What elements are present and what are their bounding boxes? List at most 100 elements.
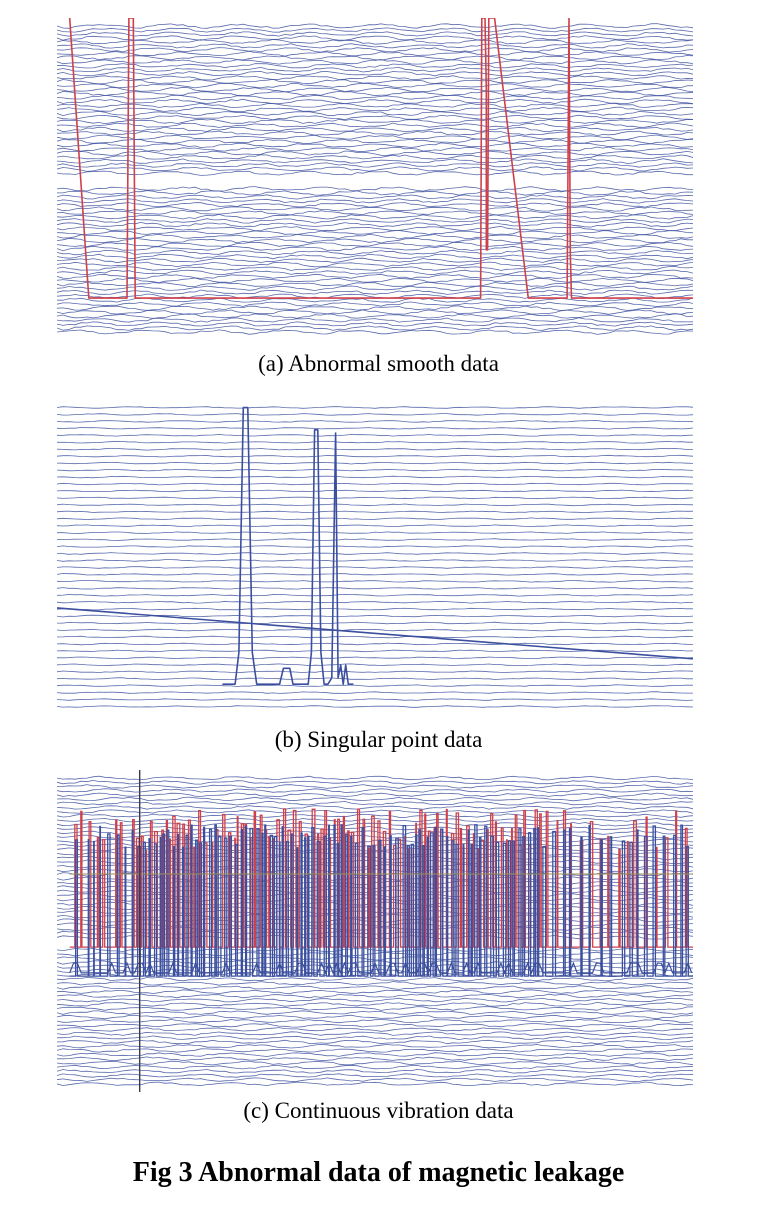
trace-line [57,86,693,93]
trace-line [57,1064,693,1070]
trace-line [57,186,693,192]
trace-line [57,75,693,81]
trace-line [57,190,693,196]
trace-line [57,1069,693,1074]
trace-line [57,285,693,292]
trace-line [57,635,693,639]
trace-line [57,146,693,153]
trace-line [57,1031,693,1036]
trace-line [57,580,693,583]
trace-line [57,433,693,437]
trace-line [57,210,693,216]
trace-line [57,39,693,45]
series-line-red [68,18,693,299]
trace-line [57,420,693,423]
trace-line [57,313,693,319]
trace-line [57,78,693,85]
trace-line [57,976,693,982]
trace-line [57,142,693,149]
trace-line [57,71,693,77]
chart-abnormal-smooth [57,18,693,335]
trace-line [57,1043,693,1049]
trace-line [57,468,693,472]
trace-line [57,1073,693,1078]
trace-line [57,162,693,168]
trace-line [57,305,693,311]
trace-line [57,102,693,108]
trace-line [57,130,693,137]
trace-line [57,55,693,61]
trace-line [57,1048,693,1053]
trace-line [57,114,693,121]
trace-line [57,677,693,681]
trace-line [57,1018,693,1024]
trace-line [57,997,693,1003]
blue-vibration-line [69,824,693,977]
trace-line [57,1081,693,1087]
trace-line [57,788,693,793]
trace-line [57,253,693,260]
trace-line [57,225,693,232]
trace-line [57,1014,693,1020]
trace-line [57,587,693,590]
trace-line [57,31,693,37]
chart-singular-point [57,406,693,708]
trace-line [57,813,693,819]
trace-line [57,63,693,69]
trace-line [57,122,693,128]
trace-line [57,35,693,41]
series-line-blue [57,607,693,660]
trace-line [57,545,693,548]
trace-line [57,447,693,451]
trace-line [57,510,693,514]
trace-line [57,440,693,444]
trace-line [57,134,693,141]
trace-line [57,475,693,479]
trace-line [57,1039,693,1045]
trace-line [57,538,693,541]
trace-line [57,269,693,276]
trace-line [57,552,693,555]
caption-b: (b) Singular point data [274,727,483,752]
trace-line [57,217,693,224]
figure-title: Fig 3 Abnormal data of magnetic leakage [132,1157,625,1188]
trace-line [57,614,693,618]
trace-line [57,221,693,228]
trace-line [57,257,693,264]
trace-line [57,150,693,156]
trace-line [57,642,693,646]
trace-line [57,237,693,244]
trace-line [57,684,693,687]
trace-line [57,329,693,335]
trace-line [57,628,693,632]
trace-line [57,321,693,327]
trace-line [57,489,693,493]
trace-line [57,809,693,814]
trace-line [57,792,693,798]
trace-line [57,413,693,416]
panel-continuous-vibration [57,770,693,1092]
trace-line [57,573,693,576]
trace-line [57,50,693,57]
trace-line [57,1060,693,1066]
trace-line [57,989,693,995]
trace-line [57,1056,693,1062]
trace-line [57,826,693,831]
trace-group [57,406,693,708]
trace-line [57,241,693,248]
trace-line [57,993,693,999]
trace-line [57,817,693,823]
trace-line [57,503,693,507]
trace-line [57,309,693,315]
trace-line [57,406,693,409]
trace-line [57,266,693,271]
trace-line [57,566,693,569]
trace-line [57,524,693,528]
caption-c: (c) Continuous vibration data [243,1098,514,1123]
trace-line [57,90,693,97]
trace-line [57,325,693,331]
trace-line [57,43,693,49]
panel-singular-point [57,398,693,716]
trace-line [57,301,693,307]
trace-line [57,261,693,268]
